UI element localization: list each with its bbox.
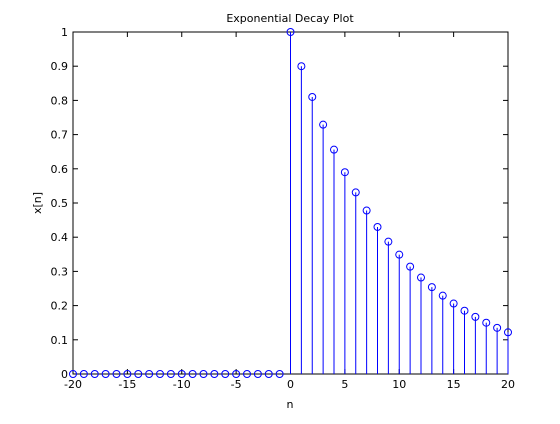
- y-tick-label: 0.4: [51, 231, 69, 244]
- stem-marker: [460, 306, 469, 315]
- y-tick-label: 1: [61, 26, 68, 39]
- stem-marker: [362, 206, 371, 215]
- stem-marker: [134, 370, 143, 378]
- stem-marker: [156, 370, 164, 378]
- x-tick-label: 5: [341, 378, 348, 391]
- stem-marker: [493, 323, 502, 332]
- y-tick-label: 0.3: [51, 265, 69, 278]
- stem-marker: [90, 370, 99, 378]
- stem-marker: [351, 188, 360, 197]
- y-tick-label: 0.2: [51, 300, 69, 313]
- stem-marker: [199, 370, 208, 378]
- stem-marker: [145, 370, 154, 378]
- y-tick-label: 0.5: [51, 197, 69, 210]
- stem-marker: [210, 370, 219, 378]
- stem-marker: [221, 370, 230, 378]
- y-tick-label: 0.7: [51, 129, 69, 142]
- stem-marker: [438, 291, 447, 300]
- y-tick-label: 0.8: [51, 94, 69, 107]
- x-tick-label: -15: [118, 378, 136, 391]
- x-tick-label: -20: [64, 378, 82, 391]
- stem-marker: [286, 28, 295, 36]
- stem-marker: [166, 370, 175, 378]
- stem-marker: [112, 370, 121, 378]
- stem-marker: [384, 237, 393, 246]
- x-tick-label: 15: [447, 378, 461, 391]
- chart-title: Exponential Decay Plot: [226, 12, 354, 25]
- stem-marker: [330, 145, 338, 154]
- stem-marker: [417, 273, 425, 282]
- stem-marker: [373, 222, 382, 231]
- x-axis-label: n: [287, 398, 294, 411]
- y-axis-label: x[n]: [31, 192, 44, 214]
- stem-marker: [232, 370, 241, 378]
- stem-marker: [482, 318, 491, 327]
- x-tick-label: 10: [392, 378, 406, 391]
- stem-marker: [275, 370, 284, 378]
- x-tick-label: 20: [501, 378, 515, 391]
- stem-marker: [395, 250, 404, 259]
- x-tick-label: 0: [287, 378, 294, 391]
- stem-marker: [69, 370, 77, 378]
- stem-marker: [253, 370, 262, 378]
- stem-marker: [177, 370, 186, 378]
- y-tick-label: 0.9: [51, 60, 69, 73]
- stem-marker: [101, 370, 110, 378]
- stem-marker: [449, 299, 458, 308]
- y-tick-label: 0.1: [51, 334, 69, 347]
- stem-marker: [319, 120, 328, 129]
- stem-marker: [427, 283, 436, 292]
- y-tick-label: 0.6: [51, 163, 69, 176]
- stem-marker: [471, 312, 480, 321]
- y-tick-label: 0: [61, 368, 68, 381]
- stems: [290, 32, 509, 374]
- stem-marker: [243, 370, 251, 378]
- stem-marker: [406, 262, 415, 271]
- x-tick-label: -5: [231, 378, 242, 391]
- x-tick-label: -10: [173, 378, 191, 391]
- stem-marker: [79, 370, 88, 378]
- stem-marker: [188, 370, 197, 378]
- stem-marker: [264, 370, 273, 378]
- markers: [69, 28, 512, 378]
- stem-marker: [123, 370, 132, 378]
- stem-marker: [504, 328, 512, 337]
- stem-marker: [308, 92, 317, 101]
- stem-marker: [297, 62, 306, 71]
- stem-marker: [340, 168, 349, 177]
